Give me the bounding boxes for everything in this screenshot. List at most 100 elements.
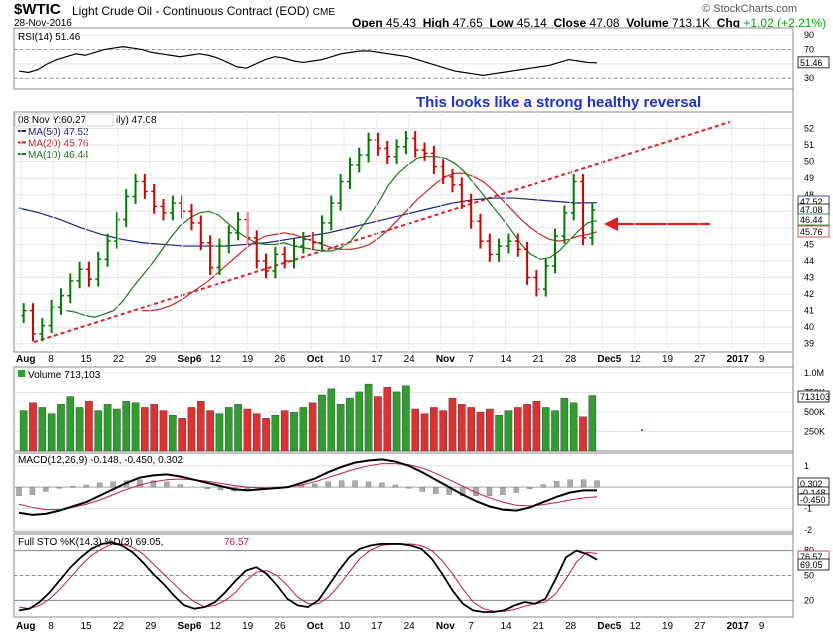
date-axis-label-bottom: 26 <box>274 621 286 632</box>
price-bar <box>67 273 74 304</box>
volume-bar <box>523 404 531 452</box>
price-bar <box>580 174 587 246</box>
date-axis-label: 15 <box>81 354 93 365</box>
high-label: High <box>422 16 450 30</box>
volume-bar <box>411 408 420 452</box>
volume-bar <box>29 402 37 452</box>
date-axis-label: 2017 <box>727 354 750 365</box>
ma-legend-entry: MA(10) 46.44 <box>28 150 89 161</box>
price-bar <box>318 215 325 251</box>
price-bar <box>272 246 279 279</box>
rsi-last-value-label: 51.46 <box>800 58 823 68</box>
sto-tick-label: 20 <box>804 595 814 605</box>
price-bar <box>169 195 176 221</box>
price-bar <box>477 213 484 249</box>
sto-last-value-label-box <box>797 558 830 571</box>
stray-dot <box>641 429 643 431</box>
volume-bar <box>75 407 84 452</box>
sto-legend-d: 76.57 <box>224 537 249 548</box>
macd-histogram-bar <box>325 481 331 488</box>
macd-histogram-bar <box>110 481 116 488</box>
open-label: Open <box>352 16 383 30</box>
sto-last-value-label: 69.05 <box>800 560 823 570</box>
price-bar <box>458 177 465 209</box>
volume-bar <box>327 388 336 452</box>
price-last-value-label-box <box>797 213 830 226</box>
macd-histogram-bar <box>486 486 493 496</box>
price-bar <box>132 174 139 204</box>
date-axis-label: 12 <box>630 354 642 365</box>
price-bar <box>281 246 288 269</box>
macd-histogram-bar <box>513 486 520 493</box>
macd-histogram-bar <box>580 479 587 488</box>
contract-name: Light Crude Oil - Continuous Contract (E… <box>72 4 335 18</box>
chart-date: 28-Nov-2016 <box>14 18 72 29</box>
date-axis-label-bottom: 27 <box>694 621 706 632</box>
price-bar <box>197 215 204 251</box>
volume-tick-label: 1.0M <box>804 368 824 378</box>
price-bar <box>421 142 428 161</box>
macd-line <box>18 458 598 516</box>
price-bar <box>188 203 195 231</box>
date-axis-label-bottom: 24 <box>404 621 416 632</box>
volume-bar <box>355 391 364 452</box>
price-tick-label: 44 <box>804 256 814 266</box>
price-bar <box>263 253 270 279</box>
volume-bar <box>57 404 65 452</box>
close-value: 47.08 <box>589 16 620 30</box>
price-bar <box>486 233 493 262</box>
price-bar <box>430 145 437 175</box>
price-bar <box>356 147 363 173</box>
date-axis-label-bottom: 12 <box>630 621 642 632</box>
volume-bar <box>374 396 382 452</box>
date-axis-label-bottom: Aug <box>16 621 35 632</box>
macd-histogram-bar <box>567 479 573 488</box>
macd-last-value-label: 0.302 <box>800 479 823 489</box>
contract-label: Light Crude Oil - Continuous Contract (E… <box>72 4 310 18</box>
macd-histogram-bar <box>379 482 385 488</box>
price-tick-label: 40 <box>804 322 814 332</box>
volume-bar <box>38 407 47 452</box>
ohlc-summary: Open 45.43 High 47.65 Low 45.14 Close 47… <box>352 16 826 30</box>
price-legend-label: 08 Nov Y:60.27 <box>18 115 87 126</box>
price-bar <box>291 238 298 269</box>
date-axis-label: 22 <box>113 354 125 365</box>
volume-bar <box>113 408 121 452</box>
price-last-value-label: 47.08 <box>800 205 823 215</box>
volume-bar <box>262 418 270 452</box>
macd-histogram-bar <box>70 485 76 488</box>
macd-histogram-bar <box>83 484 89 488</box>
volume-bar <box>439 410 447 452</box>
date-axis-label-bottom: 2017 <box>727 621 750 632</box>
volume-bar <box>243 408 252 452</box>
price-bar <box>570 174 577 221</box>
price-bar <box>123 188 130 228</box>
price-bar <box>337 174 344 211</box>
macd-histogram-bar <box>419 486 425 492</box>
macd-histogram-bar <box>43 486 49 492</box>
volume-bar <box>206 410 214 452</box>
date-axis-label: 28 <box>565 354 577 365</box>
macd-histogram-bar <box>527 486 533 489</box>
macd-last-value-label: -0.148 <box>800 488 826 498</box>
date-axis-label-bottom: Oct <box>307 621 324 632</box>
price-bar <box>365 132 372 163</box>
macd-histogram-bar <box>500 486 506 495</box>
price-legend-box <box>14 113 114 127</box>
date-axis-label: Aug <box>16 354 35 365</box>
volume-bar <box>85 401 93 452</box>
macd-histogram-bar <box>392 484 399 488</box>
volume-bar <box>290 411 298 452</box>
macd-tick-label: -2 <box>804 525 812 535</box>
volume-bar <box>299 407 308 452</box>
date-axis-label-bottom: 15 <box>81 621 93 632</box>
macd-histogram-bar <box>150 480 157 488</box>
volume-bar <box>187 407 196 452</box>
volume-bar <box>234 404 242 452</box>
volume-bar <box>569 402 578 452</box>
price-bar <box>207 235 214 276</box>
volume-bar <box>402 385 410 452</box>
rsi-legend: RSI(14) 51.46 <box>18 32 81 43</box>
volume-legend-swatch <box>18 370 25 377</box>
volume-bar <box>430 407 438 452</box>
